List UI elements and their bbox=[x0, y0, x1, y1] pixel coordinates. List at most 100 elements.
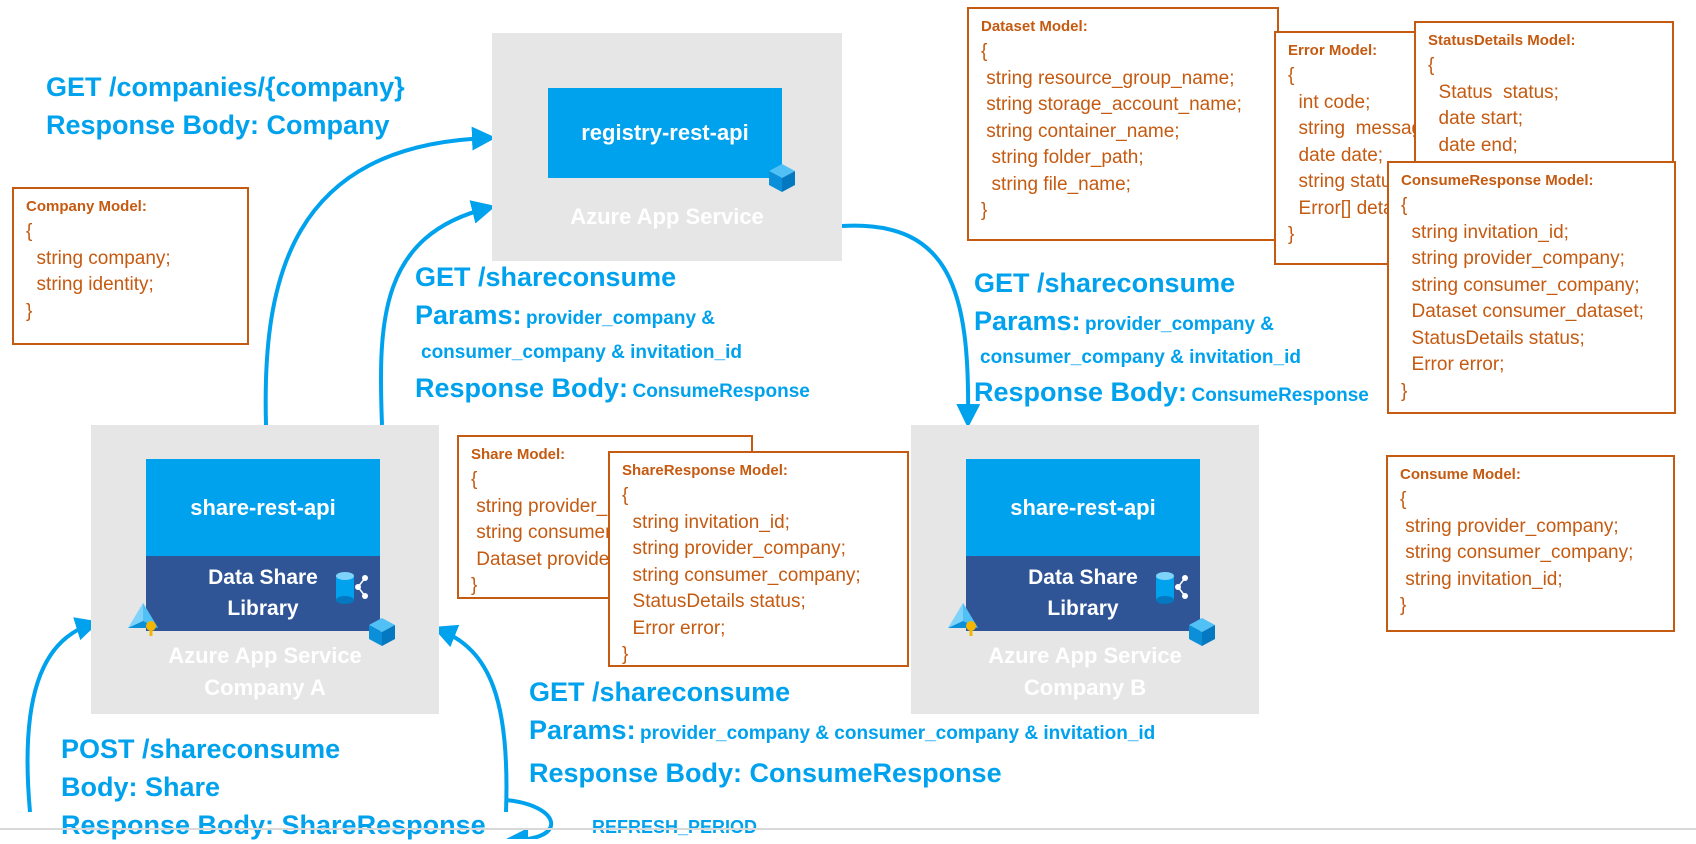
model-line: Error error; bbox=[1401, 354, 1505, 375]
get-shareconsume-a-params-key: Params: bbox=[415, 300, 522, 330]
model-line: string consumer_company; bbox=[1401, 274, 1640, 296]
get-company-line1: GET /companies/{company} bbox=[46, 72, 405, 102]
get-shareconsume-a-line1: GET /shareconsume bbox=[415, 262, 677, 292]
refresh-period-label: REFRESH_PERIOD bbox=[592, 817, 758, 837]
model-line: } bbox=[622, 644, 629, 665]
model-line: string company; bbox=[26, 247, 171, 269]
model-title: Dataset Model: bbox=[981, 18, 1088, 35]
model-line: } bbox=[1401, 380, 1408, 402]
arrow-a-to-registry-company bbox=[263, 126, 496, 426]
post-shareconsume-label: POST /shareconsume Body: Share Response … bbox=[61, 730, 486, 844]
company-model-box: Company Model: { string company; string i… bbox=[12, 187, 249, 345]
managed-identity-icon bbox=[948, 603, 978, 636]
model-title: Company Model: bbox=[26, 198, 147, 215]
model-line: string container_name; bbox=[981, 120, 1180, 142]
storage-share-icon bbox=[336, 572, 368, 604]
model-line: date start; bbox=[1428, 108, 1524, 129]
company-b-service-line1: Azure App Service bbox=[988, 643, 1182, 668]
company-b-app-service: share-rest-api Data Share Library Azure … bbox=[911, 425, 1259, 714]
get-company-line2: Response Body: Company bbox=[46, 110, 390, 140]
model-line: Dataset consumer_dataset; bbox=[1401, 301, 1644, 322]
registry-service-label: Azure App Service bbox=[570, 204, 764, 229]
model-line: { bbox=[1400, 489, 1407, 510]
model-line: string provider_company; bbox=[1400, 515, 1619, 537]
model-line: string message; bbox=[1288, 118, 1434, 139]
get-company-label: GET /companies/{company} Response Body: … bbox=[46, 68, 405, 144]
company-b-library-line1: Data Share bbox=[1028, 566, 1138, 589]
model-line: StatusDetails status; bbox=[1401, 327, 1585, 349]
model-title: ShareResponse Model: bbox=[622, 462, 788, 479]
model-line: Status status; bbox=[1428, 81, 1559, 103]
model-line: { bbox=[26, 221, 33, 242]
company-b-api-box: share-rest-api bbox=[966, 459, 1200, 556]
get-shareconsume-bottom-params-val: provider_company & consumer_company & in… bbox=[640, 723, 1156, 744]
managed-identity-icon bbox=[128, 603, 158, 636]
model-title: Consume Model: bbox=[1400, 466, 1521, 483]
arrow-registry-to-b bbox=[841, 223, 981, 428]
model-line: string file_name; bbox=[981, 173, 1131, 195]
model-line: string consumer_company; bbox=[1400, 542, 1634, 563]
company-a-library-line1: Data Share bbox=[208, 566, 318, 589]
get-shareconsume-a-resp-key: Response Body: bbox=[415, 373, 629, 403]
model-line: date date; bbox=[1288, 144, 1384, 166]
bottom-divider bbox=[0, 828, 1696, 830]
get-shareconsume-bottom-params-key: Params: bbox=[529, 715, 636, 745]
post-shareconsume-line1: POST /shareconsume bbox=[61, 734, 341, 764]
get-shareconsume-a-params-val2: consumer_company & invitation_id bbox=[421, 342, 742, 363]
get-shareconsume-b-params-val2: consumer_company & invitation_id bbox=[980, 347, 1301, 368]
get-shareconsume-a-params-val1: provider_company & bbox=[526, 308, 716, 329]
app-service-cube-icon bbox=[769, 164, 795, 192]
model-line: { bbox=[981, 41, 988, 62]
model-line: string provider_company; bbox=[622, 538, 846, 559]
company-b-service-line2: Company B bbox=[1023, 675, 1147, 700]
model-line: { bbox=[1428, 55, 1435, 76]
model-line: string identity; bbox=[26, 274, 154, 295]
arrow-a-to-registry-shareconsume bbox=[378, 200, 496, 426]
model-line: { bbox=[622, 485, 629, 506]
model-line: Error error; bbox=[622, 617, 726, 639]
app-service-cube-icon bbox=[1189, 618, 1215, 646]
model-line: string consumer_company; bbox=[622, 564, 861, 586]
model-line: } bbox=[471, 575, 478, 596]
company-a-service-line2: Company A bbox=[204, 675, 326, 700]
model-line: string provider_company; bbox=[1401, 248, 1625, 269]
model-title: Share Model: bbox=[471, 446, 566, 463]
status-details-model-box: StatusDetails Model: { Status status; dat… bbox=[1414, 21, 1674, 167]
get-shareconsume-b-resp-key: Response Body: bbox=[974, 377, 1188, 407]
get-shareconsume-bottom-line3: Response Body: ConsumeResponse bbox=[529, 758, 1002, 788]
get-shareconsume-bottom-line1: GET /shareconsume bbox=[529, 677, 791, 707]
model-line: string storage_account_name; bbox=[981, 94, 1242, 115]
company-b-library-line2: Library bbox=[1047, 597, 1119, 620]
share-response-model-box: ShareResponse Model: { string invitation_… bbox=[608, 451, 909, 667]
registry-rest-api-box: registry-rest-api bbox=[548, 88, 782, 178]
model-line: date end; bbox=[1428, 134, 1518, 156]
post-shareconsume-line3: Response Body: ShareResponse bbox=[61, 810, 486, 840]
model-title: ConsumeResponse Model: bbox=[1401, 172, 1594, 189]
get-shareconsume-b-params-val1: provider_company & bbox=[1085, 314, 1275, 335]
registry-app-service: registry-rest-api Azure App Service bbox=[492, 33, 842, 261]
model-title: Error Model: bbox=[1288, 42, 1378, 59]
model-line: string invitation_id; bbox=[1400, 568, 1563, 590]
company-a-api-label: share-rest-api bbox=[190, 494, 336, 520]
model-line: } bbox=[1400, 595, 1407, 616]
dataset-model-box: Dataset Model: { string resource_group_na… bbox=[967, 7, 1279, 241]
error-model-box: Error Model:{ int code; string message; … bbox=[1274, 31, 1434, 265]
company-a-library-line2: Library bbox=[227, 597, 299, 620]
get-shareconsume-bottom-label: GET /shareconsume Params: provider_compa… bbox=[529, 673, 1155, 792]
model-line: string resource_group_name; bbox=[981, 67, 1235, 89]
model-title: StatusDetails Model: bbox=[1428, 32, 1576, 49]
app-service-cube-icon bbox=[369, 618, 395, 646]
model-line: string invitation_id; bbox=[1401, 221, 1569, 243]
get-shareconsume-b-params-key: Params: bbox=[974, 306, 1081, 336]
model-line: int code; bbox=[1288, 91, 1371, 113]
get-shareconsume-b-label: GET /shareconsume Params: provider_compa… bbox=[974, 264, 1369, 416]
get-shareconsume-b-resp-val: ConsumeResponse bbox=[1191, 385, 1369, 406]
get-shareconsume-a-resp-val: ConsumeResponse bbox=[632, 381, 810, 402]
model-line: string invitation_id; bbox=[622, 511, 790, 533]
arrow-client-get bbox=[432, 624, 509, 813]
consume-response-model-box: ConsumeResponse Model: { string invitatio… bbox=[1387, 161, 1676, 414]
company-b-api-label: share-rest-api bbox=[1010, 494, 1156, 520]
company-a-service-line1: Azure App Service bbox=[168, 643, 362, 668]
model-line: { bbox=[471, 469, 478, 490]
